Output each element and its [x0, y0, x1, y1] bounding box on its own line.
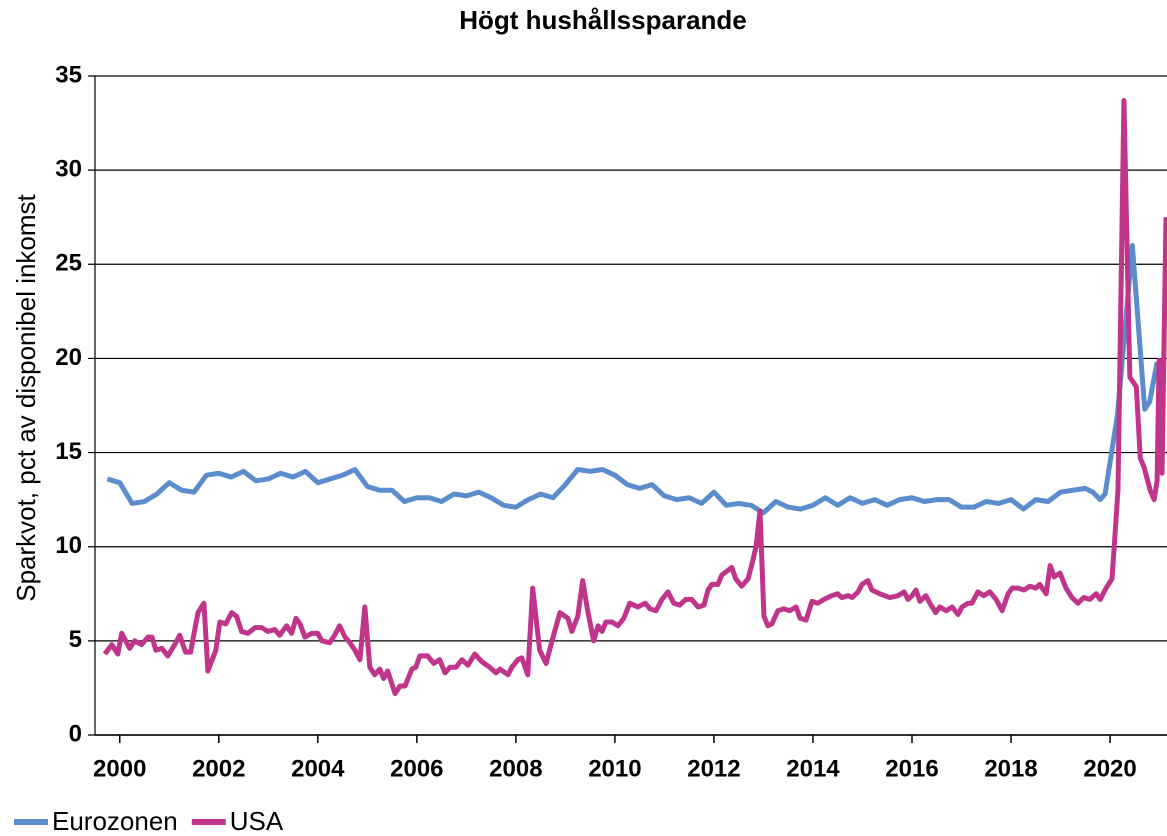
y-tick-label: 15 — [55, 438, 82, 465]
y-tick-label: 0 — [69, 720, 82, 747]
y-tick-label: 35 — [55, 61, 82, 88]
x-tick-label: 2012 — [687, 755, 740, 782]
x-tick-label: 2002 — [192, 755, 245, 782]
y-tick-label: 5 — [69, 626, 82, 653]
y-tick-label: 10 — [55, 532, 82, 559]
series-line — [106, 242, 1160, 516]
x-tick-label: 2018 — [984, 755, 1037, 782]
x-tick-label: 2010 — [588, 755, 641, 782]
x-tick-label: 2006 — [390, 755, 443, 782]
x-tick-label: 2014 — [786, 755, 840, 782]
legend-swatch — [191, 819, 226, 825]
x-tick-label: 2004 — [291, 755, 345, 782]
y-tick-label: 20 — [55, 344, 82, 371]
y-tick-label: 25 — [55, 250, 82, 277]
y-tick-label: 30 — [55, 155, 82, 182]
legend-label: USA — [230, 806, 284, 836]
legend-swatch — [14, 819, 48, 825]
y-axis-label: Sparkvot, pct av disponibel inkomst — [11, 193, 41, 601]
legend-label: Eurozonen — [52, 806, 178, 836]
series-line — [102, 97, 1167, 697]
x-tick-label: 2008 — [489, 755, 542, 782]
x-tick-label: 2016 — [885, 755, 938, 782]
x-tick-label: 2000 — [93, 755, 146, 782]
x-tick-label: 2020 — [1083, 755, 1136, 782]
chart-title: Högt hushållssparande — [459, 5, 747, 35]
